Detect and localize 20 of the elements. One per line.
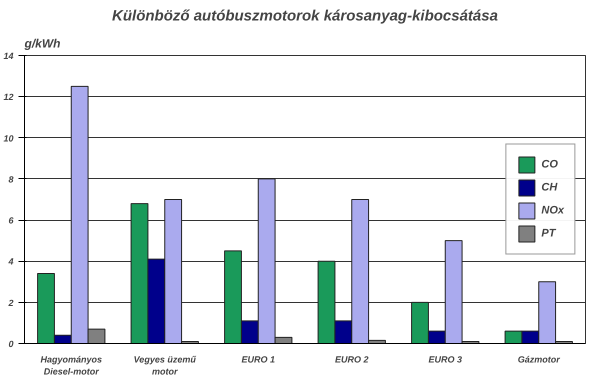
y-tick-label: 12 xyxy=(3,92,14,102)
y-tick-label: 0 xyxy=(8,339,14,349)
legend-label: CH xyxy=(541,182,558,194)
legend-label: PT xyxy=(541,228,558,240)
y-tick-label: 10 xyxy=(3,133,14,144)
x-tick-label: Vegyes üzemű motor xyxy=(134,354,196,376)
y-tick-label: 2 xyxy=(7,298,14,308)
y-tick-label: 4 xyxy=(7,256,14,267)
y-tick-label: 14 xyxy=(3,51,14,61)
y-axis-title: g/kWh xyxy=(24,36,60,50)
y-tick-label: 8 xyxy=(8,174,14,184)
x-tick-label: EURO 1 xyxy=(241,354,276,364)
legend-label: CO xyxy=(541,158,559,170)
x-tick-label: Gázmotor xyxy=(518,354,560,364)
x-tick-label: Hagyományos Diesel-motor xyxy=(40,354,102,376)
legend-label: NOx xyxy=(541,204,564,216)
x-tick-label: EURO 3 xyxy=(428,354,462,364)
x-tick-label: EURO 2 xyxy=(334,354,369,364)
y-tick-label: 6 xyxy=(8,216,14,226)
chart-title: Különböző autóbuszmotorok károsanyag-kibocsátása xyxy=(112,8,498,24)
